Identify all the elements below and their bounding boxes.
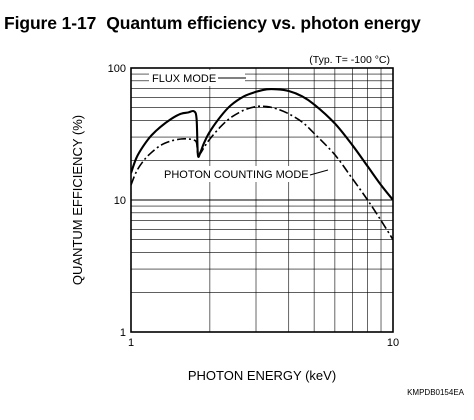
y-tick-label: 1 bbox=[120, 327, 126, 339]
figure-title-text: Quantum efficiency vs. photon energy bbox=[106, 13, 421, 33]
annotation-photon-counting-mode-leader bbox=[309, 169, 329, 176]
plot-frame bbox=[130, 67, 394, 333]
annotation-photon-counting-mode-label: PHOTON COUNTING MODE bbox=[164, 169, 309, 181]
series-line-flux-mode bbox=[131, 87, 393, 201]
x-tick-label: 1 bbox=[128, 337, 134, 349]
y-tick-label: 10 bbox=[114, 195, 126, 207]
annotation-flux-mode-bg bbox=[149, 70, 245, 86]
figure-title: Figure 1-17 Quantum efficiency vs. photon… bbox=[4, 13, 421, 34]
condition-note: (Typ. T= -100 °C) bbox=[309, 54, 390, 66]
x-tick-label: 10 bbox=[387, 337, 399, 349]
series-group bbox=[131, 87, 393, 241]
annotation-photon-counting-mode: PHOTON COUNTING MODE bbox=[161, 166, 329, 182]
series-line-photon-counting-mode bbox=[131, 105, 393, 241]
annotation-flux-mode-label: FLUX MODE bbox=[152, 73, 216, 85]
tick-labels: 1 10 1 10 100 bbox=[108, 63, 399, 349]
grid bbox=[131, 68, 393, 332]
annotation-flux-mode: FLUX MODE bbox=[149, 70, 246, 86]
annotation-photon-counting-mode-bg bbox=[161, 166, 311, 182]
x-axis-label: PHOTON ENERGY (keV) bbox=[188, 368, 336, 383]
figure-code: KMPDB0154EA bbox=[407, 388, 465, 397]
y-tick-label: 100 bbox=[108, 63, 126, 75]
figure-number: Figure 1-17 bbox=[4, 13, 97, 33]
y-axis-label: QUANTUM EFFICIENCY (%) bbox=[70, 115, 85, 285]
